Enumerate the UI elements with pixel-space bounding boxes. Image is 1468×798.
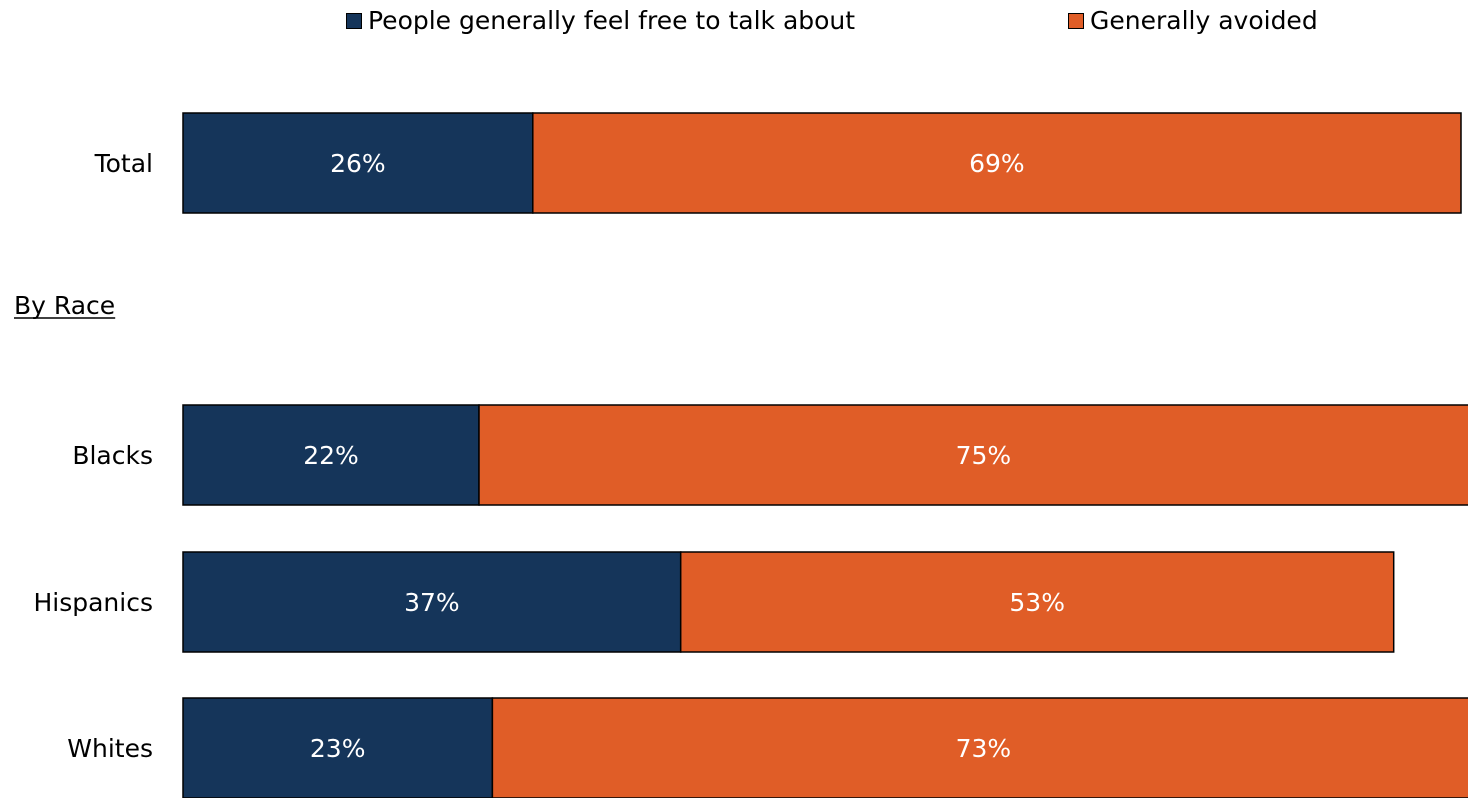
bar-hispanics-series-1	[182, 551, 682, 653]
legend-label-free-to-talk: People generally feel free to talk about	[368, 6, 856, 35]
legend-item-avoided: Generally avoided	[1068, 6, 1318, 35]
data-label-hispanics-series-1: 37%	[404, 588, 460, 617]
legend-swatch-free-to-talk	[346, 12, 362, 29]
data-label-hispanics-series-2: 53%	[1009, 588, 1065, 617]
category-label-hispanics: Hispanics	[33, 588, 153, 617]
data-label-whites-series-1: 23%	[310, 734, 366, 763]
legend: People generally feel free to talk about…	[0, 6, 1468, 38]
data-label-blacks-series-2: 75%	[956, 441, 1012, 470]
bar-blacks-series-1	[182, 404, 480, 506]
data-label-blacks-series-1: 22%	[303, 441, 359, 470]
category-label-blacks: Blacks	[72, 441, 153, 470]
bars-group: Total 26% 69% Blacks 22% 75% Hispanics 37% 53% Wh…	[33, 112, 1468, 798]
data-label-total-series-2: 69%	[969, 149, 1025, 178]
bar-whites-series-2	[491, 697, 1468, 798]
bar-total-series-1	[182, 112, 534, 214]
bar-whites-series-1	[182, 697, 494, 798]
category-label-whites: Whites	[67, 734, 153, 763]
legend-label-avoided: Generally avoided	[1090, 6, 1318, 35]
legend-swatch-avoided	[1068, 12, 1084, 29]
bar-blacks-series-2	[478, 404, 1468, 506]
data-label-whites-series-2: 73%	[956, 734, 1012, 763]
bar-total-series-2	[532, 112, 1462, 214]
bar-hispanics-series-2	[679, 551, 1395, 653]
category-label-total: Total	[94, 149, 153, 178]
section-label-by-race: By Race	[14, 291, 115, 320]
legend-item-free-to-talk: People generally feel free to talk about	[346, 6, 855, 35]
data-label-total-series-1: 26%	[330, 149, 386, 178]
